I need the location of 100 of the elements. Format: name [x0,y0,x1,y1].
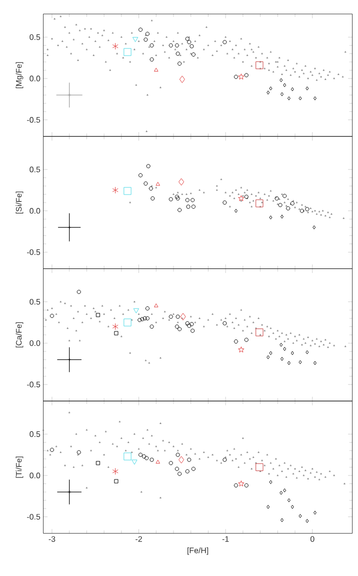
point [178,327,182,332]
point [283,488,286,492]
point [150,324,154,329]
point [280,92,284,96]
point [142,454,146,458]
point [313,361,317,365]
point [238,195,244,202]
point [138,28,143,32]
point [132,37,138,42]
point [150,43,154,48]
point [112,468,118,475]
point [174,466,180,471]
point [191,52,196,57]
point [144,181,148,186]
point [133,308,140,314]
point [238,346,244,352]
point [148,186,153,191]
point [283,83,286,88]
point [298,96,302,100]
point [222,40,227,44]
point [114,479,118,484]
point [244,194,248,199]
point [286,206,290,210]
point [140,317,144,322]
point [176,452,180,457]
point [96,461,100,466]
point [156,182,160,186]
point [185,36,190,41]
point [287,96,290,100]
point [266,90,270,94]
point [269,351,272,356]
point [290,87,294,92]
point [112,42,118,50]
point [50,314,54,318]
point [50,448,54,452]
point [298,360,302,364]
point [150,57,154,62]
point [138,452,143,457]
point [190,198,195,202]
point [112,323,118,330]
point [124,452,132,460]
point [174,324,180,329]
point [190,328,195,333]
point [185,321,190,326]
point [222,458,227,462]
point [280,490,283,495]
point [290,351,294,356]
point [244,483,248,488]
point [178,178,184,186]
point [154,68,158,72]
point [179,76,185,83]
point [178,208,182,212]
point [298,514,302,518]
point [187,458,192,462]
point [142,316,147,320]
point [269,215,272,220]
point [146,164,150,168]
point [312,225,316,230]
point [238,480,244,486]
point [290,504,294,509]
point [76,290,81,294]
point [176,52,180,56]
point [280,214,284,219]
point [112,186,118,194]
point [266,355,270,360]
point [191,466,196,471]
point [154,303,158,308]
point [168,314,173,319]
point [287,361,290,365]
point [176,314,180,319]
point [234,208,238,213]
point [280,78,283,82]
point [306,86,309,90]
point [168,197,173,202]
point [156,460,160,464]
point [269,480,272,484]
point [280,518,284,522]
point [234,483,238,488]
point [138,318,142,322]
point [145,316,150,320]
point [178,62,182,66]
point [132,460,138,465]
point [234,74,238,79]
point [306,519,309,523]
point [178,456,184,464]
point [256,61,264,70]
point [313,510,317,515]
point [244,73,248,78]
point [290,201,294,206]
point [145,32,150,36]
point [150,458,154,462]
point [124,48,132,56]
point [145,306,150,310]
point [114,331,118,336]
point [256,328,264,336]
point [222,321,227,326]
point [282,194,287,198]
point [287,498,290,502]
point [186,204,190,209]
point [306,350,309,354]
